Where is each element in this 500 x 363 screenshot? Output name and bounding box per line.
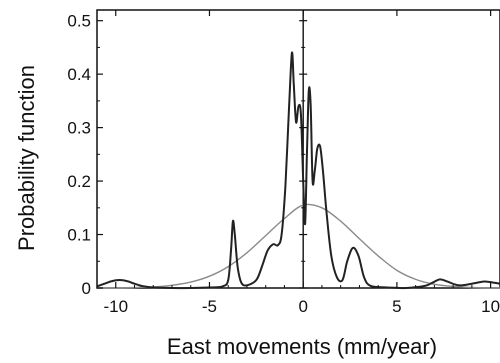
x-tick-label: -10	[103, 297, 128, 316]
gaussian-fit-line	[96, 203, 500, 289]
plot-area	[96, 9, 500, 290]
x-tick-label: 10	[481, 297, 500, 316]
x-tick-label: 5	[392, 297, 401, 316]
y-tick-label: 0.1	[67, 226, 91, 245]
x-axis: -10 -5 0 5 10	[96, 10, 500, 316]
x-tick-label: -5	[202, 297, 217, 316]
x-axis-title: East movements (mm/year)	[167, 334, 437, 359]
y-tick-label: 0.2	[67, 172, 91, 191]
y-axis: 0 0.1 0.2 0.3 0.4 0.5	[67, 12, 308, 298]
y-tick-label: 0	[82, 279, 91, 298]
probability-function-line	[96, 51, 500, 290]
plot-frame	[96, 9, 500, 289]
y-tick-label: 0.3	[67, 119, 91, 138]
y-tick-label: 0.4	[67, 65, 91, 84]
y-axis-title: Probability function	[14, 65, 39, 251]
x-tick-label: 0	[298, 297, 307, 316]
y-tick-label: 0.5	[67, 12, 91, 31]
